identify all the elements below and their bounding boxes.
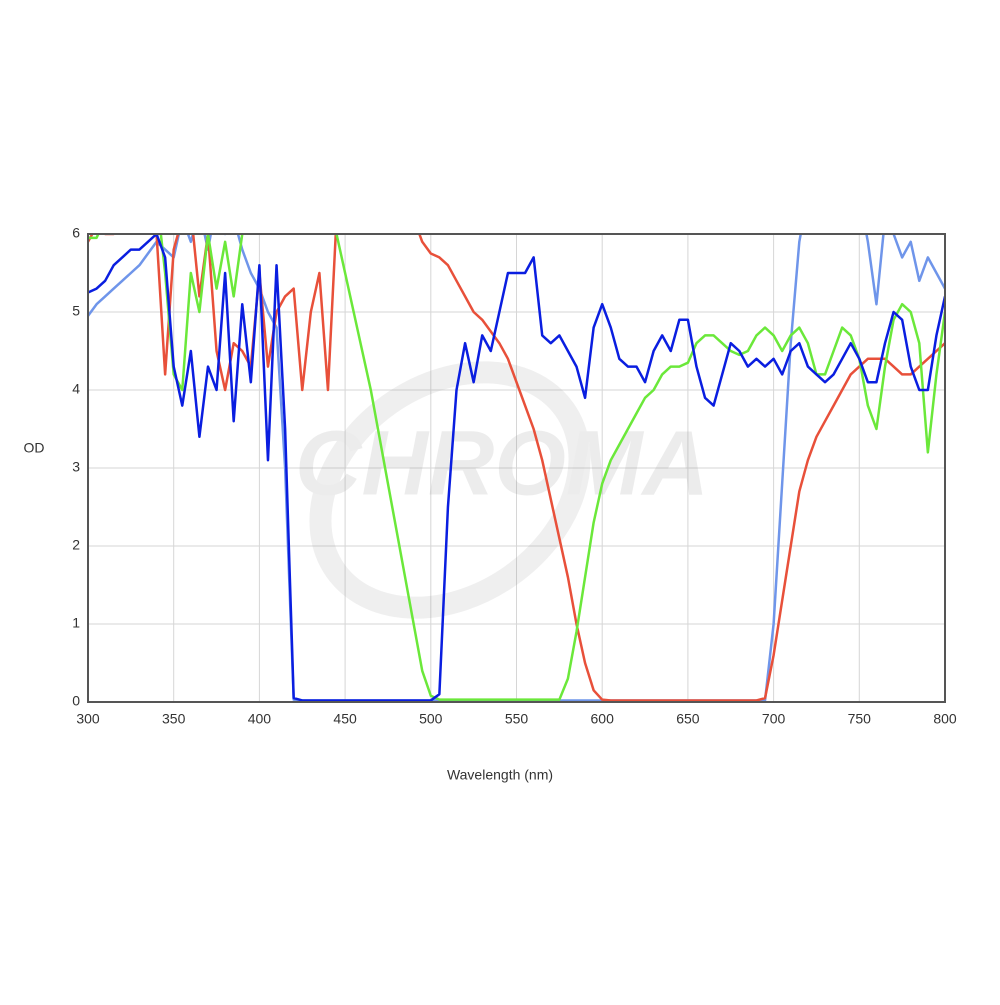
watermark-logo: CHROMA — [295, 361, 709, 619]
y-tick-label: 5 — [72, 303, 80, 319]
x-tick-label: 450 — [333, 711, 357, 727]
x-tick-label: 650 — [676, 711, 700, 727]
x-axis-label: Wavelength (nm) — [447, 767, 553, 783]
y-tick-label: 1 — [72, 615, 80, 631]
x-tick-label: 550 — [505, 711, 529, 727]
plot-frame — [87, 233, 946, 703]
series-line — [88, 234, 945, 702]
y-axis-label: OD — [24, 440, 45, 456]
x-tick-label: 800 — [933, 711, 957, 727]
y-tick-label: 4 — [72, 381, 80, 397]
x-tick-label: 350 — [162, 711, 186, 727]
x-tick-label: 700 — [762, 711, 786, 727]
watermark-swoosh — [309, 361, 591, 619]
y-tick-label: 2 — [72, 537, 80, 553]
x-tick-label: 500 — [419, 711, 443, 727]
series-line — [88, 234, 945, 701]
x-tick-label: 300 — [76, 711, 100, 727]
x-tick-label: 600 — [591, 711, 615, 727]
x-tick-label: 400 — [248, 711, 272, 727]
y-tick-label: 0 — [72, 693, 80, 709]
lines — [88, 234, 945, 702]
watermark: CHROMA — [295, 412, 709, 514]
y-tick-label: 6 — [72, 225, 80, 241]
x-tick-label: 750 — [848, 711, 872, 727]
y-tick-label: 3 — [72, 459, 80, 475]
